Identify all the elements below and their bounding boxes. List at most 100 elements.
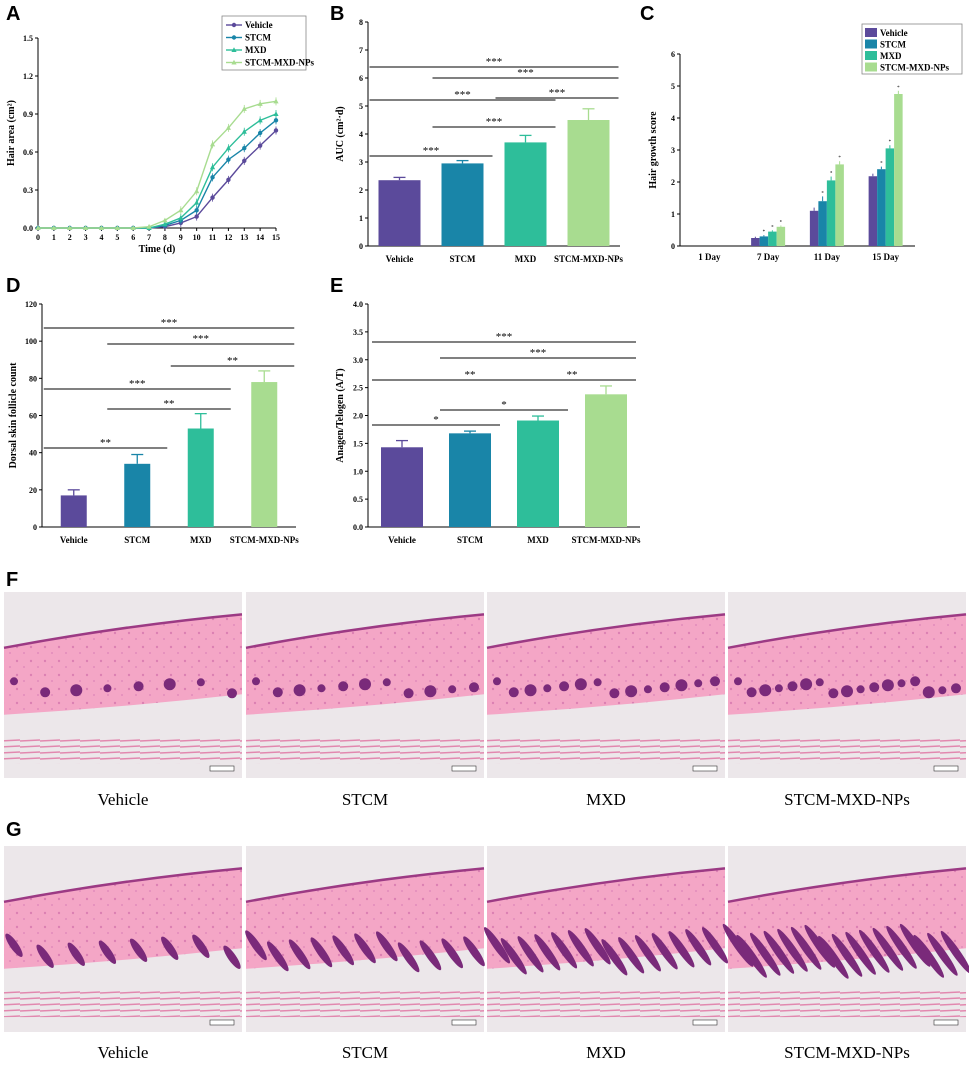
micrograph-g-vehicle-follicle [67, 942, 85, 966]
micrograph-g-vehicle-dermis-texture [4, 868, 242, 969]
chart-c-bar-sig-label: * [780, 221, 783, 226]
chart-b-sig-label: *** [517, 67, 534, 79]
micrograph-g-vehicle-follicle [98, 940, 117, 964]
chart-a-x-tick-label: 15 [272, 233, 280, 242]
micrograph-g-mxd-muscle-layer [487, 991, 725, 1018]
micrograph-g-stcm-mxd-nps-follicle [913, 934, 945, 978]
chart-a-y-tick-label: 0.6 [23, 148, 33, 157]
chart-c-x-tick-label: 1 Day [698, 252, 721, 262]
chart-e-y-tick-label: 1.5 [353, 439, 363, 448]
chart-a-series-line-stcm-mxd-nps [38, 100, 277, 229]
chart-a-x-tick-label: 5 [115, 233, 119, 242]
micrograph-g-stcm-follicle [463, 936, 485, 967]
chart-c-y-tick-label: 5 [671, 82, 675, 91]
micrograph-f-mxd-follicle [593, 678, 602, 687]
micrograph-g-mxd-scale-bar [692, 1019, 718, 1026]
micrograph-g-mxd-follicle [584, 928, 611, 965]
chart-d-sig-label: *** [193, 333, 210, 345]
chart-c-legend-box [861, 23, 963, 75]
chart-e-sig-label: ** [567, 369, 578, 381]
micrograph-f-stcm-mxd-nps-follicle [869, 682, 880, 693]
chart-a-x-tick-label: 13 [240, 233, 248, 242]
micrograph-f-stcm-mxd-nps-scale-bar [933, 765, 959, 772]
chart-a-x-tick-label: 14 [256, 233, 264, 242]
chart-a-point-stcm-mxd-nps [67, 225, 73, 230]
chart-a-series-line-mxd [38, 113, 277, 229]
micrograph-f-stcm-follicle [272, 687, 283, 698]
chart-a-x-tick-label: 10 [193, 233, 201, 242]
chart-a-x-tick-label: 7 [147, 233, 151, 242]
micrograph-f-stcm-epidermis [245, 613, 485, 650]
micrograph-f-vehicle-follicle [70, 684, 83, 697]
chart-c-bar-mxd [826, 180, 836, 246]
micrograph-g-stcm-follicle [354, 933, 376, 964]
chart-e-y-tick-label: 3.5 [353, 328, 363, 337]
micrograph-f-stcm-mxd-nps-follicle [746, 687, 757, 698]
chart-e-sig-label: *** [530, 347, 547, 359]
micrograph-f-mxd-follicle [543, 684, 552, 693]
chart-a-legend-marker-stcm-mxd-nps [231, 59, 237, 65]
chart-b-sig-label: *** [486, 116, 503, 128]
chart-c-bar-sig-label: * [889, 140, 892, 145]
chart-c-bar-sig-label: * [880, 162, 883, 167]
chart-b-y-tick-label: 1 [359, 214, 363, 223]
chart-a-y-tick-label: 0.9 [23, 110, 33, 119]
micrograph-f-stcm-follicle [403, 688, 414, 699]
micrograph-g-stcm-mxd-nps-follicle [831, 933, 863, 977]
micrograph-caption-f-stcm: STCM [342, 790, 388, 809]
micrograph-f-vehicle-follicle [10, 677, 18, 686]
micrograph-f-mxd-follicle [694, 679, 703, 688]
chart-a-x-axis-label: Time (d) [139, 244, 176, 255]
chart-a-x-tick-label: 3 [84, 233, 88, 242]
micrograph-f-stcm-follicle [469, 682, 479, 693]
micrograph-g-stcm-mxd-nps-follicle [845, 931, 876, 975]
micrograph-g-mxd-follicle [551, 932, 578, 969]
chart-b-sig-label: *** [549, 87, 566, 99]
chart-a-x-tick-label: 1 [52, 233, 56, 242]
chart-e-x-tick-label: STCM-MXD-NPs [572, 535, 641, 545]
micrograph-caption-g-vehicle: Vehicle [98, 1043, 149, 1062]
micrograph-f-stcm-mxd-nps-follicle [828, 688, 839, 699]
micrograph-f-stcm-mxd-nps-follicle [881, 679, 894, 692]
micrograph-g-mxd-follicle [500, 938, 527, 975]
chart-c-x-tick-label: 15 Day [872, 252, 899, 262]
chart-c-bar-stcm-mxd-nps [835, 164, 844, 246]
chart-c-x-tick-label: 7 Day [757, 252, 780, 262]
chart-a-legend-marker-vehicle [231, 22, 237, 28]
micrograph-f-vehicle-scale-bar [209, 765, 235, 772]
micrograph-g-stcm-mxd-nps-follicle [722, 923, 754, 967]
chart-c-legend-label-stcm: STCM [880, 40, 907, 50]
chart-c-bar-stcm-mxd-nps [894, 94, 903, 246]
chart-e-y-tick-label: 4.0 [353, 300, 363, 309]
chart-a-x-tick-label: 0 [36, 233, 40, 242]
micrograph-g-vehicle-epidermis [3, 867, 243, 904]
chart-d-y-tick-label: 100 [25, 337, 37, 346]
micrograph-f-mxd-follicle [643, 685, 652, 694]
chart-a-point-stcm-mxd-nps [83, 225, 89, 230]
panel-letter-b: B [330, 3, 344, 25]
micrograph-g-stcm-mxd-nps-follicle [858, 929, 890, 973]
micrograph-g-vehicle-follicle [161, 936, 179, 960]
micrograph-g-mxd-follicle [567, 930, 594, 967]
micrograph-g-stcm-follicle [288, 939, 311, 970]
micrograph-g-stcm-mxd-nps-follicle [749, 932, 781, 976]
micrograph-g-stcm-muscle-layer [246, 991, 484, 1018]
micrograph-f-mxd-follicle [574, 678, 587, 691]
chart-d-sig-label: *** [129, 378, 146, 390]
chart-b-sig-label: *** [454, 89, 471, 101]
chart-e-x-tick-label: STCM [457, 535, 484, 545]
chart-b-y-tick-label: 6 [359, 74, 363, 83]
micrograph-g-mxd-follicle [668, 931, 695, 968]
micrograph-g-stcm-follicle [397, 942, 420, 973]
chart-d-y-tick-label: 120 [25, 300, 37, 309]
micrograph-caption-f-vehicle: Vehicle [98, 790, 149, 809]
micrograph-f-stcm-mxd-nps-follicle [841, 685, 853, 698]
micrograph-f-stcm-follicle [338, 681, 349, 692]
chart-c-y-axis-label: Hair growth score [648, 111, 659, 189]
micrograph-g-mxd-epidermis [486, 867, 726, 904]
chart-e-bar-vehicle [381, 447, 423, 527]
micrograph-g-vehicle-follicle [192, 934, 210, 958]
micrograph-f-stcm-mxd-nps-follicle [922, 686, 935, 699]
micrograph-f-vehicle-muscle-layer [4, 737, 242, 764]
chart-b-y-tick-label: 5 [359, 102, 363, 111]
